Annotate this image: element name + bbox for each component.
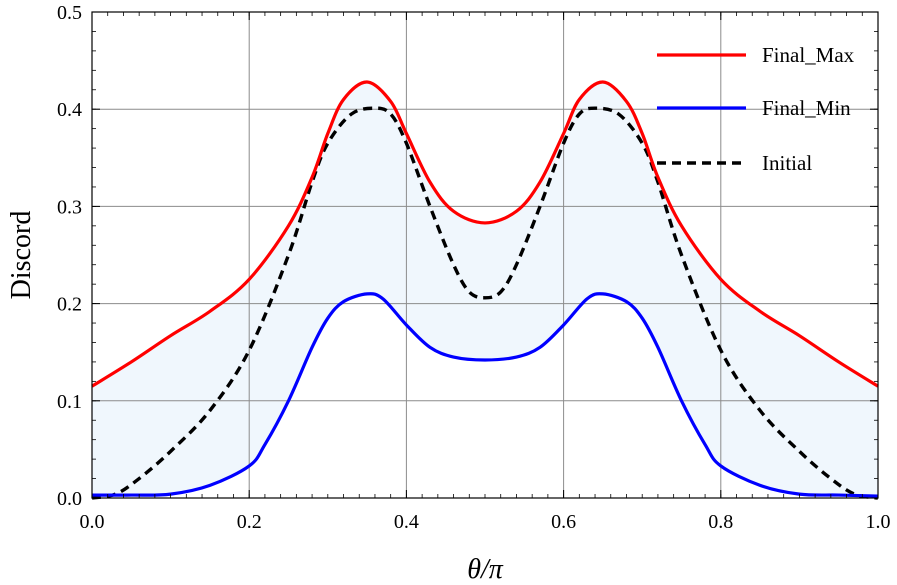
x-tick-label: 0.0 — [80, 511, 105, 533]
y-tick-label: 0.2 — [57, 294, 82, 316]
axis-ticks — [91, 11, 879, 499]
series-line-final-min — [91, 292, 879, 498]
x-tick-label: 0.6 — [551, 511, 576, 533]
x-tick-label: 1.0 — [866, 511, 891, 533]
y-tick-label: 0.1 — [57, 391, 82, 413]
y-tick-label: 0.3 — [57, 196, 82, 218]
legend-label-final-max: Final_Max — [762, 43, 855, 67]
x-axis-label: θ/π — [467, 554, 504, 585]
fill-between-area — [92, 81, 878, 497]
legend-label-initial: Initial — [762, 151, 812, 175]
series-lines — [91, 80, 879, 500]
x-tick-label: 0.2 — [237, 511, 262, 533]
fill-between-band — [92, 81, 878, 497]
legend: Final_Max Final_Min Initial — [657, 43, 855, 175]
y-tick-label: 0.5 — [57, 2, 82, 24]
y-tick-label: 0.0 — [57, 488, 82, 510]
x-tick-label: 0.8 — [708, 511, 733, 533]
x-tick-label: 0.4 — [394, 511, 419, 533]
legend-label-final-min: Final_Min — [762, 96, 851, 120]
tick-labels: 0.0 0.2 0.4 0.6 0.8 1.0 0.0 0.1 0.2 0.3 0.4 0.5 — [57, 2, 891, 533]
y-tick-label: 0.4 — [57, 99, 82, 121]
series-line-final-max — [91, 80, 879, 388]
series-line-initial — [91, 106, 879, 500]
y-axis-label: Discord — [6, 211, 37, 300]
